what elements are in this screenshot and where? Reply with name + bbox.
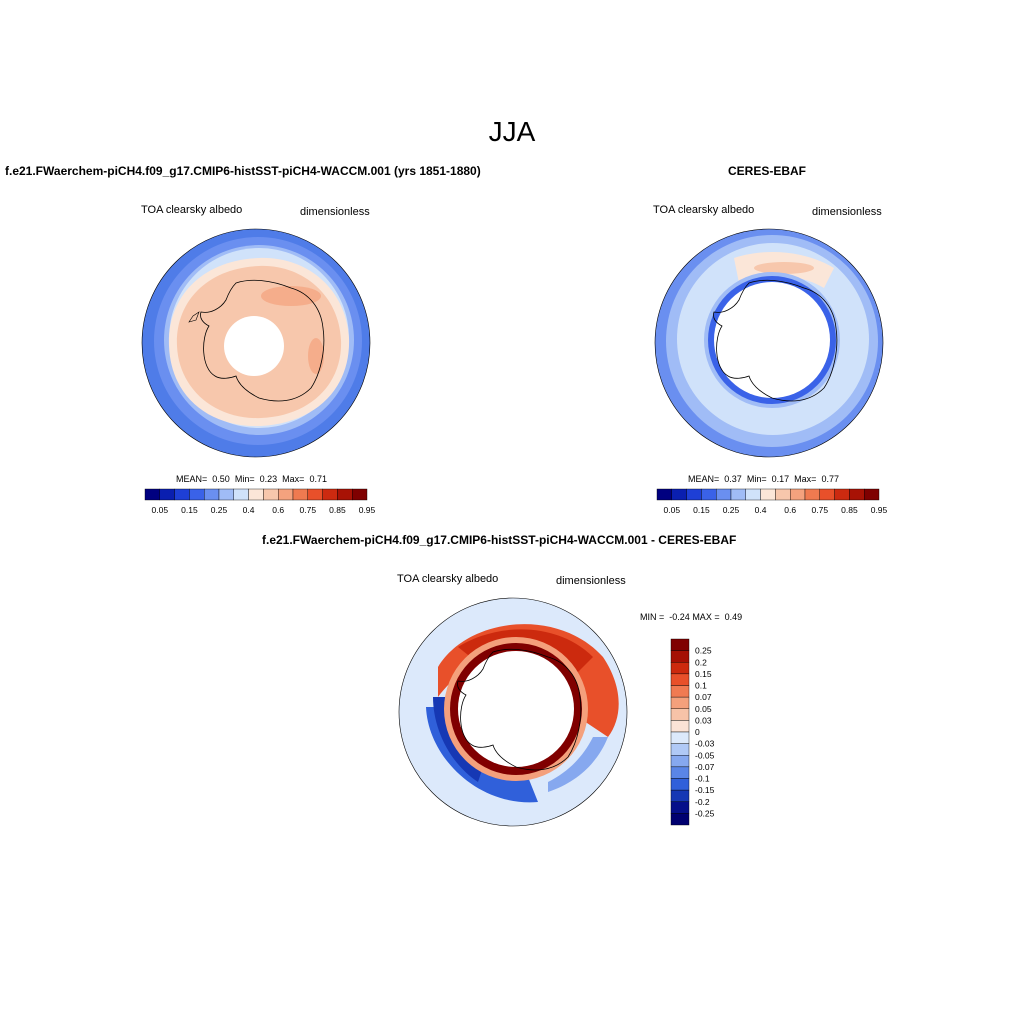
colorbar-tick-label: 0.15 — [695, 669, 712, 679]
colorbar-swatch — [307, 488, 323, 501]
figure-title: JJA — [488, 116, 536, 147]
colorbar-swatch — [670, 766, 690, 779]
colorbar-swatch — [730, 488, 747, 501]
colorbar-swatch — [656, 488, 673, 501]
colorbar-tick-label: 0.75 — [812, 505, 829, 515]
colorbar-swatch — [701, 488, 717, 501]
colorbar-tick-label: -0.05 — [695, 750, 715, 760]
panel-diff-map — [398, 597, 628, 827]
colorbar-swatch — [670, 696, 690, 709]
colorbar-swatch — [670, 638, 690, 651]
colorbar-swatch — [760, 488, 776, 501]
colorbar-tick-label: 0.15 — [181, 505, 198, 515]
colorbar-tick-label: -0.03 — [695, 739, 715, 749]
colorbar-swatch — [819, 488, 835, 501]
colorbar-swatch — [834, 488, 850, 501]
colorbar-swatch — [189, 488, 205, 501]
panel-diff-units: dimensionless — [556, 575, 626, 587]
colorbar-tick-label: 0.4 — [243, 505, 255, 515]
colorbar-swatch — [204, 488, 220, 501]
colorbar-swatch — [670, 755, 690, 768]
colorbar-swatch — [670, 673, 690, 686]
colorbar-swatch — [670, 813, 690, 826]
colorbar-swatch — [671, 488, 687, 501]
colorbar-tick-label: -0.25 — [695, 808, 715, 818]
colorbar-swatch — [745, 488, 761, 501]
colorbar-tick-label: 0.85 — [841, 505, 858, 515]
panel-diff-stats: MIN = -0.24 MAX = 0.49 — [640, 612, 743, 622]
colorbar-swatch — [351, 488, 368, 501]
panel-obs-stats: MEAN= 0.37 Min= 0.17 Max= 0.77 — [688, 474, 839, 484]
colorbar-swatch — [670, 708, 690, 721]
panel-diff-colorbar: 0.250.2 0.15 0.10.07 0.050.03 0 -0.03-0.05 -0.… — [670, 638, 715, 826]
panel-obs-map — [654, 228, 884, 458]
colorbar-swatch — [159, 488, 175, 501]
colorbar-swatch — [789, 488, 806, 501]
colorbar-swatch — [292, 488, 309, 501]
colorbar-swatch — [670, 731, 690, 744]
colorbar-tick-label: 0.6 — [272, 505, 284, 515]
colorbar-tick-label: -0.15 — [695, 785, 715, 795]
colorbar-tick-label: 0.15 — [693, 505, 710, 515]
colorbar-swatch — [716, 488, 732, 501]
colorbar-tick-label: 0.05 — [152, 505, 169, 515]
colorbar-swatch — [277, 488, 294, 501]
colorbar-tick-label: 0.07 — [695, 692, 712, 702]
panel-diff-title: f.e21.FWaerchem-piCH4.f09_g17.CMIP6-hist… — [262, 533, 737, 547]
colorbar-tick-label: 0.95 — [359, 505, 376, 515]
colorbar-tick-label: 0.6 — [784, 505, 796, 515]
colorbar-tick-label: 0.25 — [211, 505, 228, 515]
colorbar-tick-label: -0.07 — [695, 762, 715, 772]
colorbar-tick-label: 0.05 — [695, 704, 712, 714]
colorbar-tick-label: 0.85 — [329, 505, 346, 515]
panel-model-variable: TOA clearsky albedo — [141, 204, 243, 216]
colorbar-swatch — [670, 650, 690, 663]
colorbar-tick-label: 0.2 — [695, 657, 707, 667]
colorbar-swatch — [863, 488, 880, 501]
colorbar-swatch — [670, 685, 690, 698]
colorbar-swatch — [670, 662, 690, 675]
colorbar-swatch — [775, 488, 791, 501]
panel-obs-variable: TOA clearsky albedo — [653, 204, 755, 216]
panel-obs-units: dimensionless — [812, 206, 882, 218]
colorbar-swatch — [248, 488, 264, 501]
colorbar-tick-label: -0.2 — [695, 797, 710, 807]
colorbar-swatch — [218, 488, 235, 501]
panel-model-stats: MEAN= 0.50 Min= 0.23 Max= 0.71 — [176, 474, 327, 484]
colorbar-tick-label: 0.25 — [695, 646, 712, 656]
panel-obs-title: CERES-EBAF — [727, 164, 806, 178]
colorbar-swatch — [670, 789, 690, 802]
colorbar-swatch — [337, 488, 353, 501]
panel-diff-variable: TOA clearsky albedo — [397, 573, 499, 585]
colorbar-swatch — [174, 488, 190, 501]
colorbar-swatch — [670, 801, 690, 814]
colorbar-swatch — [670, 778, 690, 791]
panel-model-colorbar: 0.05 0.15 0.25 0.4 0.6 0.75 0.85 0.95 — [144, 488, 376, 515]
colorbar-tick-label: 0.1 — [695, 681, 707, 691]
antarctica-coastline — [200, 279, 325, 402]
colorbar-tick-label: 0.95 — [871, 505, 888, 515]
panel-model-title: f.e21.FWaerchem-piCH4.f09_g17.CMIP6-hist… — [5, 164, 481, 178]
colorbar-swatch — [233, 488, 249, 501]
colorbar-tick-label: 0.25 — [723, 505, 740, 515]
colorbar-swatch — [670, 743, 690, 756]
colorbar-swatch — [263, 488, 279, 501]
colorbar-swatch — [670, 720, 690, 733]
colorbar-tick-label: 0.03 — [695, 715, 712, 725]
colorbar-swatch — [849, 488, 865, 501]
colorbar-tick-label: 0.4 — [755, 505, 767, 515]
colorbar-tick-label: -0.1 — [695, 774, 710, 784]
colorbar-tick-label: 0.75 — [300, 505, 317, 515]
colorbar-swatch — [686, 488, 702, 501]
colorbar-swatch — [144, 488, 161, 501]
colorbar-tick-label: 0 — [695, 727, 700, 737]
colorbar-swatch — [804, 488, 821, 501]
colorbar-swatch — [322, 488, 338, 501]
colorbar-tick-label: 0.05 — [664, 505, 681, 515]
panel-obs-colorbar: 0.05 0.15 0.25 0.4 0.6 0.75 0.85 0.95 — [656, 488, 888, 515]
panel-model-units: dimensionless — [300, 206, 370, 218]
panel-model-map — [141, 228, 371, 458]
